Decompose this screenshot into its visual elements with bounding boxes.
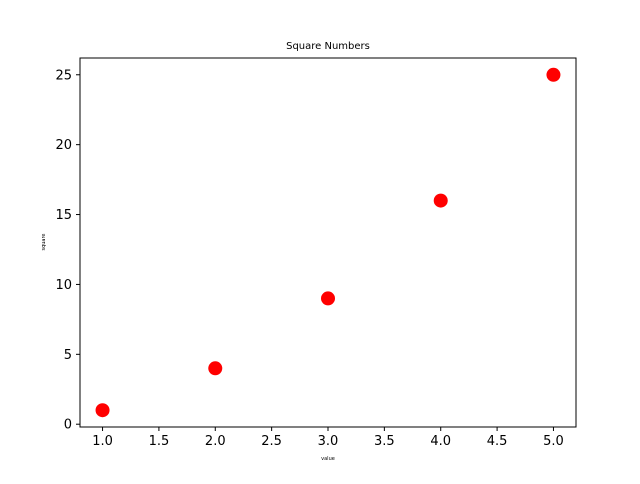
y-axis-ticks: 0 5 10 15 20 25 xyxy=(55,68,80,433)
y-tick-label: 25 xyxy=(55,68,72,83)
y-tick-label: 0 xyxy=(64,418,72,433)
data-point xyxy=(208,361,223,376)
x-tick-label: 1.5 xyxy=(149,434,170,449)
x-axis-label: value xyxy=(321,456,335,462)
plot-area-frame xyxy=(79,57,577,428)
data-point xyxy=(546,67,561,82)
data-points xyxy=(95,67,561,418)
y-tick-label: 15 xyxy=(55,208,72,223)
x-tick-label: 1.0 xyxy=(92,434,113,449)
y-tick-label: 20 xyxy=(55,138,72,153)
y-axis-label: square xyxy=(41,233,47,250)
y-tick-label: 10 xyxy=(55,278,72,293)
data-point xyxy=(95,403,110,418)
x-tick-label: 3.5 xyxy=(374,434,395,449)
x-tick-label: 4.5 xyxy=(487,434,508,449)
chart-title: Square Numbers xyxy=(286,41,370,52)
data-point xyxy=(321,291,335,306)
x-tick-label: 2.5 xyxy=(261,434,282,449)
x-tick-label: 4.0 xyxy=(430,434,451,449)
x-tick-label: 5.0 xyxy=(543,434,564,449)
x-tick-label: 3.0 xyxy=(318,434,339,449)
x-tick-label: 2.0 xyxy=(205,434,226,449)
x-axis-ticks: 1.0 1.5 2.0 2.5 3.0 3.5 4.0 4.5 5.0 xyxy=(92,427,564,449)
y-tick-label: 5 xyxy=(64,348,72,363)
data-point xyxy=(433,193,448,208)
